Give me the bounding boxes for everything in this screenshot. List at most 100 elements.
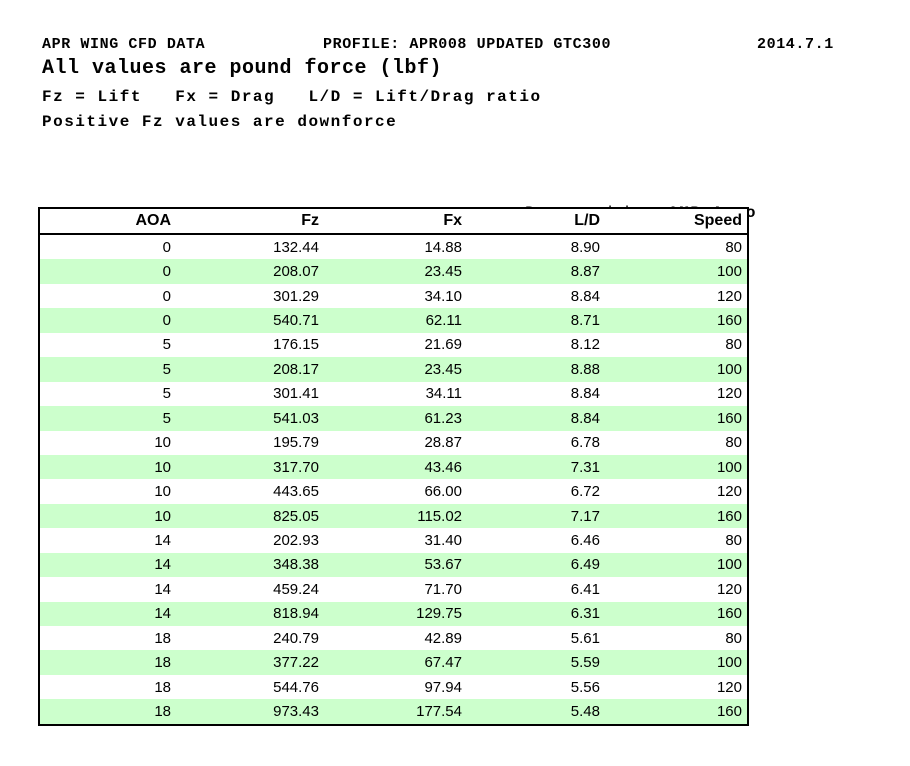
- table-cell: 0: [162, 263, 171, 281]
- table-cell: 459.24: [273, 580, 319, 598]
- table-row: 14 459.24 71.70 6.41 120: [39, 577, 748, 602]
- title-line: APR WING CFD DATA PROFILE: APR008 UPDATE…: [0, 36, 910, 54]
- table-cell: 6.78: [570, 434, 600, 452]
- table-cell: 6.49: [570, 556, 600, 574]
- table-cell: 160: [716, 605, 742, 623]
- table-cell: 177.54: [416, 703, 462, 721]
- table-cell: 208.17: [273, 360, 319, 378]
- table-cell: 5.59: [570, 654, 600, 672]
- table-row: 0 540.71 62.11 8.71 160: [39, 308, 748, 333]
- table-cell: 14: [154, 531, 171, 549]
- table-row: 0 301.29 34.10 8.84 120: [39, 283, 748, 309]
- table-cell: 62.11: [425, 312, 462, 330]
- table-cell: 301.29: [273, 287, 319, 305]
- table-row: 14 818.94 129.75 6.31 160: [39, 601, 748, 626]
- table-cell: 31.40: [424, 531, 462, 549]
- table-row: 5 301.41 34.11 8.84 120: [39, 381, 748, 407]
- table-row: 10 825.05 115.02 7.17 160: [39, 503, 748, 529]
- table-cell: 540.71: [273, 312, 319, 330]
- table-cell: 8.71: [570, 312, 600, 330]
- subtitle-units: All values are pound force (lbf): [42, 57, 443, 80]
- column-header: Fx: [326, 208, 469, 235]
- table-cell: 120: [716, 678, 742, 696]
- table-row: 14 202.93 31.40 6.46 80: [39, 528, 748, 553]
- table-cell: 0: [162, 312, 171, 330]
- table-cell: 100: [716, 360, 742, 378]
- table-cell: 973.43: [273, 703, 319, 721]
- table-cell: 5.61: [570, 629, 600, 647]
- table-cell: 100: [716, 263, 742, 281]
- table-cell: 5: [162, 409, 171, 427]
- table-row: 10 443.65 66.00 6.72 120: [39, 479, 748, 504]
- table-cell: 10: [154, 507, 171, 525]
- table-row: 18 240.79 42.89 5.61 80: [39, 626, 748, 651]
- table-cell: 160: [716, 409, 742, 427]
- table-cell: 541.03: [273, 409, 319, 427]
- table-row: 10 317.70 43.46 7.31 100: [39, 454, 748, 480]
- title-dataset: APR WING CFD DATA: [42, 36, 206, 53]
- table-cell: 5.48: [570, 703, 600, 721]
- column-header: L/D: [469, 208, 607, 235]
- table-cell: 80: [725, 629, 742, 647]
- table-cell: 120: [716, 580, 742, 598]
- table-cell: 14.88: [424, 238, 462, 256]
- table-cell: 208.07: [273, 263, 319, 281]
- table-cell: 818.94: [273, 605, 319, 623]
- table-cell: 80: [725, 531, 742, 549]
- table-cell: 100: [716, 556, 742, 574]
- table-cell: 66.00: [424, 483, 462, 501]
- table-cell: 115.02: [417, 507, 462, 525]
- table-cell: 6.46: [570, 531, 600, 549]
- table-cell: 825.05: [273, 507, 319, 525]
- table-cell: 34.10: [424, 287, 462, 305]
- table-cell: 8.90: [570, 238, 600, 256]
- table-cell: 8.84: [570, 385, 600, 403]
- table-row: 0 208.07 23.45 8.87 100: [39, 259, 748, 284]
- table-cell: 42.89: [424, 629, 462, 647]
- note-downforce: Positive Fz values are downforce: [42, 113, 398, 131]
- table-row: 18 544.76 97.94 5.56 120: [39, 674, 748, 700]
- table-cell: 160: [716, 507, 742, 525]
- table-cell: 7.17: [570, 507, 600, 525]
- table-cell: 176.15: [273, 336, 319, 354]
- table-cell: 53.67: [424, 556, 462, 574]
- table-cell: 8.84: [570, 409, 600, 427]
- table-cell: 0: [162, 287, 171, 305]
- table-cell: 348.38: [273, 556, 319, 574]
- table-row: 0 132.44 14.88 8.90 80: [39, 234, 748, 260]
- table-cell: 28.87: [424, 434, 462, 452]
- table-cell: 71.70: [424, 580, 462, 598]
- table-cell: 100: [716, 654, 742, 672]
- table-cell: 5.56: [570, 678, 600, 696]
- table-cell: 8.84: [570, 287, 600, 305]
- table-cell: 5: [162, 336, 171, 354]
- table-cell: 377.22: [273, 654, 319, 672]
- table-cell: 18: [154, 703, 171, 721]
- table-header-row: AOA Fz Fx L/D Speed: [39, 208, 748, 235]
- table-cell: 43.46: [424, 458, 462, 476]
- table-row: 5 541.03 61.23 8.84 160: [39, 406, 748, 431]
- table-cell: 14: [154, 580, 171, 598]
- table-row: 10 195.79 28.87 6.78 80: [39, 430, 748, 455]
- table-cell: 6.72: [570, 483, 600, 501]
- table-cell: 80: [725, 238, 742, 256]
- table-cell: 240.79: [273, 629, 319, 647]
- table-cell: 6.41: [570, 580, 600, 598]
- table-cell: 14: [154, 605, 171, 623]
- table-cell: 100: [716, 458, 742, 476]
- table-cell: 6.31: [570, 605, 600, 623]
- table-cell: 317.70: [273, 458, 319, 476]
- table-cell: 443.65: [273, 483, 319, 501]
- table-row: 14 348.38 53.67 6.49 100: [39, 552, 748, 578]
- table-cell: 8.12: [570, 336, 600, 354]
- table-cell: 0: [162, 238, 171, 256]
- table-cell: 202.93: [273, 531, 319, 549]
- table-cell: 14: [154, 556, 171, 574]
- table-cell: 8.87: [570, 263, 600, 281]
- table-cell: 67.47: [424, 654, 462, 672]
- column-header: Fz: [179, 208, 326, 235]
- table-cell: 23.45: [424, 360, 462, 378]
- table-cell: 10: [154, 458, 171, 476]
- table-cell: 132.44: [273, 238, 319, 256]
- table-cell: 61.23: [424, 409, 462, 427]
